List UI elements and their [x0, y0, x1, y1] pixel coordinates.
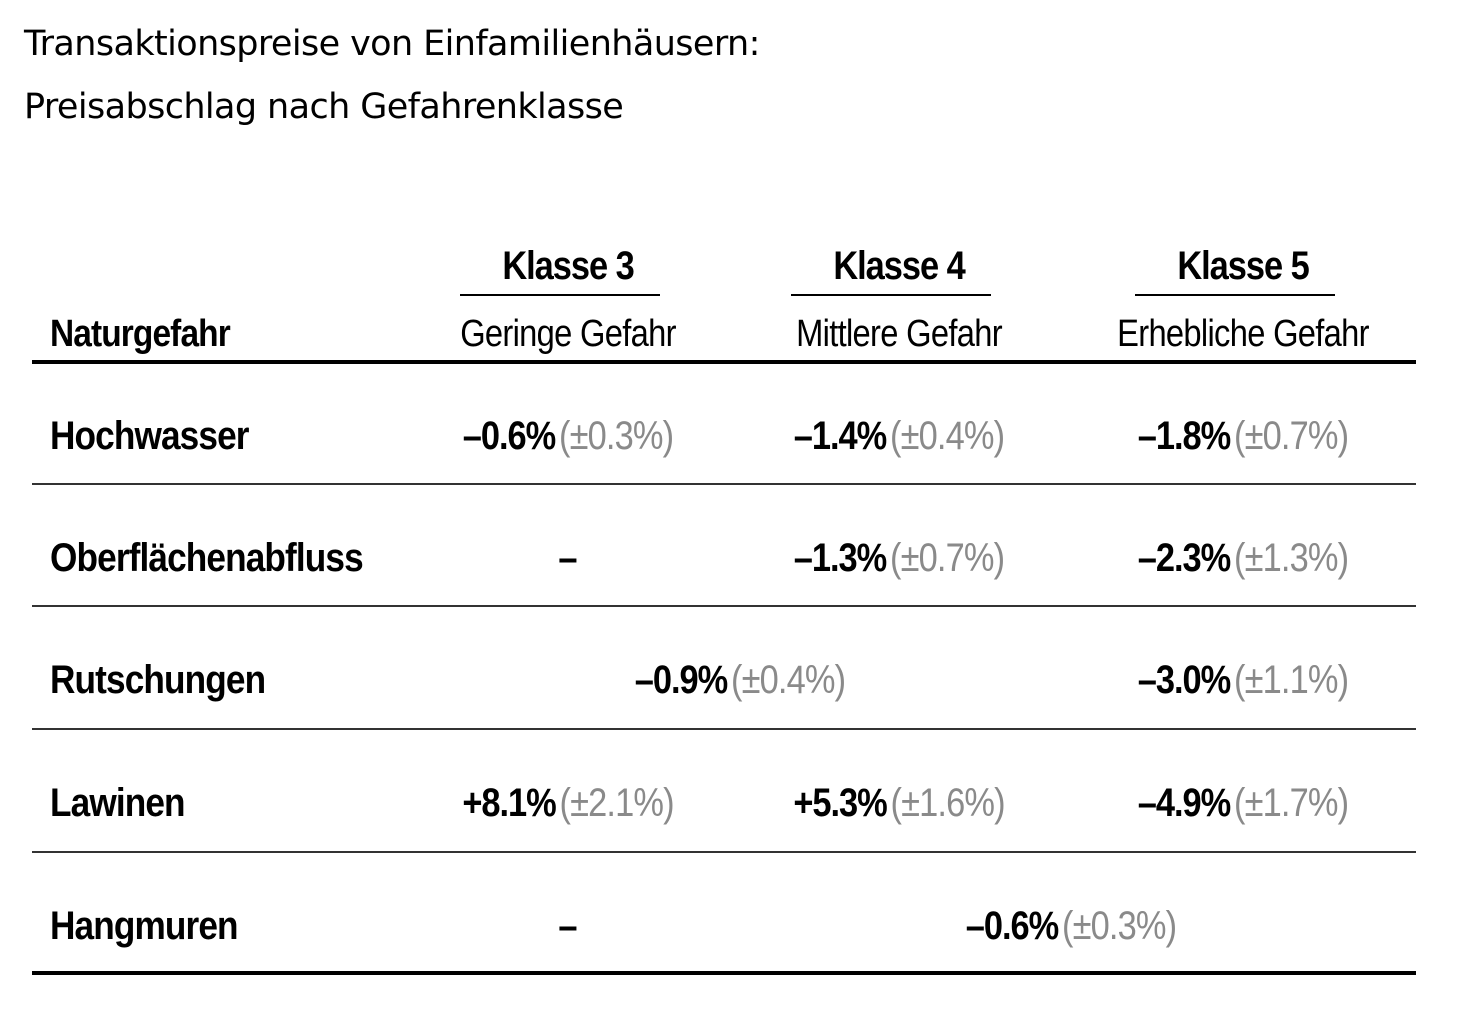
row-label-oberflaechenabfluss: Oberflächenabfluss [50, 536, 364, 580]
header-class-5-rule [1135, 294, 1335, 296]
header-label-class-5: Erhebliche Gefahr [1117, 313, 1369, 355]
cell-hangmuren-class-4-5: –0.6% (±0.3%) [899, 904, 1243, 957]
row-divider [32, 851, 1416, 853]
header-class-5: Klasse 5 [1177, 244, 1309, 288]
cell-value: –4.9% [1137, 781, 1231, 825]
cell-lawinen-class-3: +8.1% (±2.1%) [439, 781, 697, 834]
cell-value: +5.3% [793, 781, 887, 825]
cell-value: –0.6% [965, 904, 1059, 948]
cell-error: (±1.1%) [1234, 658, 1349, 702]
cell-hangmuren-class-3: – [439, 904, 697, 957]
cell-error: (±0.4%) [890, 414, 1005, 458]
cell-empty-dash: – [558, 536, 578, 580]
header-class-3-rule [460, 294, 660, 296]
page-title: Transaktionspreise von Einfamilienhäuser… [24, 24, 760, 64]
row-label-lawinen: Lawinen [50, 781, 186, 825]
header-class-3: Klasse 3 [502, 244, 634, 288]
cell-error: (±0.7%) [890, 536, 1005, 580]
cell-empty-dash: – [558, 904, 578, 948]
cell-hochwasser-class-4: –1.4% (±0.4%) [770, 414, 1028, 467]
cell-value: –0.9% [634, 658, 728, 702]
row-label-rutschungen: Rutschungen [50, 658, 266, 702]
cell-value: –3.0% [1137, 658, 1231, 702]
header-label-class-3: Geringe Gefahr [460, 313, 676, 355]
cell-error: (±0.7%) [1234, 414, 1349, 458]
cell-value: +8.1% [462, 781, 556, 825]
cell-oberflaechenabfluss-class-5: –2.3% (±1.3%) [1114, 536, 1372, 589]
cell-hochwasser-class-5: –1.8% (±0.7%) [1114, 414, 1372, 467]
cell-error: (±0.3%) [559, 414, 674, 458]
row-label-hangmuren: Hangmuren [50, 904, 239, 948]
cell-error: (±1.3%) [1234, 536, 1349, 580]
row-divider [32, 483, 1416, 485]
cell-oberflaechenabfluss-class-4: –1.3% (±0.7%) [770, 536, 1028, 589]
cell-rutschungen-class-5: –3.0% (±1.1%) [1114, 658, 1372, 711]
row-label-hochwasser: Hochwasser [50, 414, 249, 458]
cell-error: (±0.3%) [1062, 904, 1177, 948]
cell-hochwasser-class-3: –0.6% (±0.3%) [439, 414, 697, 467]
cell-value: –0.6% [462, 414, 556, 458]
cell-error: (±2.1%) [559, 781, 674, 825]
page-subtitle: Preisabschlag nach Gefahrenklasse [24, 87, 624, 127]
cell-value: –1.3% [793, 536, 887, 580]
cell-value: –1.4% [793, 414, 887, 458]
cell-error: (±0.4%) [731, 658, 846, 702]
row-divider [32, 605, 1416, 607]
cell-rutschungen-class-3-4: –0.9% (±0.4%) [568, 658, 912, 711]
cell-value: –1.8% [1137, 414, 1231, 458]
header-class-4-rule [791, 294, 991, 296]
row-divider [32, 728, 1416, 730]
cell-lawinen-class-5: –4.9% (±1.7%) [1114, 781, 1372, 834]
table-bottom-rule [32, 971, 1416, 975]
cell-value: –2.3% [1137, 536, 1231, 580]
header-label-class-4: Mittlere Gefahr [796, 313, 1002, 355]
header-rule [32, 360, 1416, 364]
cell-error: (±1.7%) [1234, 781, 1349, 825]
cell-oberflaechenabfluss-class-3: – [439, 536, 697, 589]
header-class-4: Klasse 4 [833, 244, 965, 288]
cell-lawinen-class-4: +5.3% (±1.6%) [770, 781, 1028, 834]
cell-error: (±1.6%) [890, 781, 1005, 825]
column-header-hazard: Naturgefahr [50, 313, 231, 355]
